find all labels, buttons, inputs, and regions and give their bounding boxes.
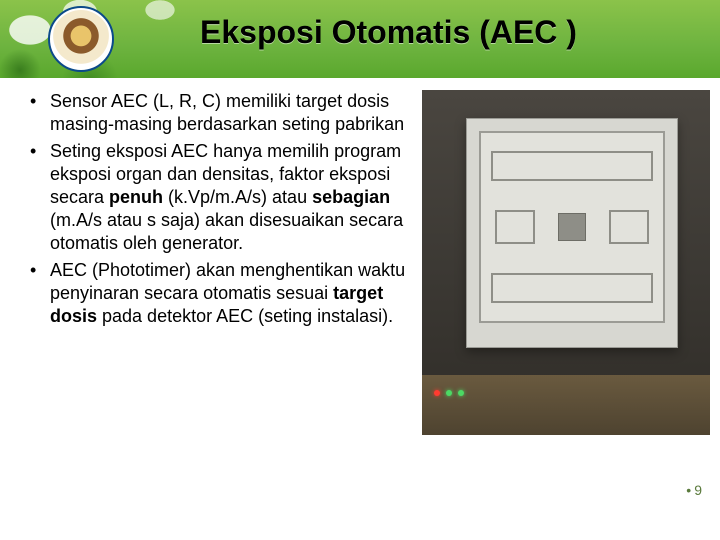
aec-panel <box>466 118 678 348</box>
aec-right-chamber <box>609 210 649 244</box>
slide-header: Eksposi Otomatis (AEC ) <box>0 0 720 78</box>
bullet-text: penuh <box>109 187 163 207</box>
bullet-text: (k.Vp/m.A/s) atau <box>163 187 312 207</box>
page-number-value: 9 <box>694 482 702 498</box>
bullet-item: AEC (Phototimer) akan menghentikan waktu… <box>36 259 408 328</box>
slide-title: Eksposi Otomatis (AEC ) <box>200 14 710 51</box>
aec-bottom-bar <box>491 273 653 303</box>
logo-badge-icon <box>48 6 114 72</box>
indicator-dot-icon <box>446 390 452 396</box>
page-number: •9 <box>686 482 702 498</box>
bullet-list: Sensor AEC (L, R, C) memiliki target dos… <box>36 90 408 332</box>
aec-top-bar <box>491 151 653 181</box>
bullet-text: sebagian <box>312 187 390 207</box>
aec-center-chamber <box>558 213 586 241</box>
bullet-item: Seting eksposi AEC hanya memilih program… <box>36 140 408 255</box>
bullet-text: (m.A/s atau s saja) akan disesuaikan sec… <box>50 210 403 253</box>
bullet-text: pada detektor AEC (seting instalasi). <box>102 306 393 326</box>
page-number-bullet-icon: • <box>686 482 691 498</box>
aec-diagram <box>491 151 653 303</box>
slide-body: Sensor AEC (L, R, C) memiliki target dos… <box>0 90 720 510</box>
bullet-text: Sensor AEC (L, R, C) memiliki target dos… <box>50 91 404 134</box>
indicator-dot-icon <box>434 390 440 396</box>
slide: Eksposi Otomatis (AEC ) Sensor AEC (L, R… <box>0 0 720 540</box>
bullet-item: Sensor AEC (L, R, C) memiliki target dos… <box>36 90 408 136</box>
aec-photo <box>422 90 710 435</box>
photo-floor <box>422 375 710 435</box>
aec-left-chamber <box>495 210 535 244</box>
indicator-dot-icon <box>458 390 464 396</box>
aec-panel-inner <box>479 131 665 323</box>
